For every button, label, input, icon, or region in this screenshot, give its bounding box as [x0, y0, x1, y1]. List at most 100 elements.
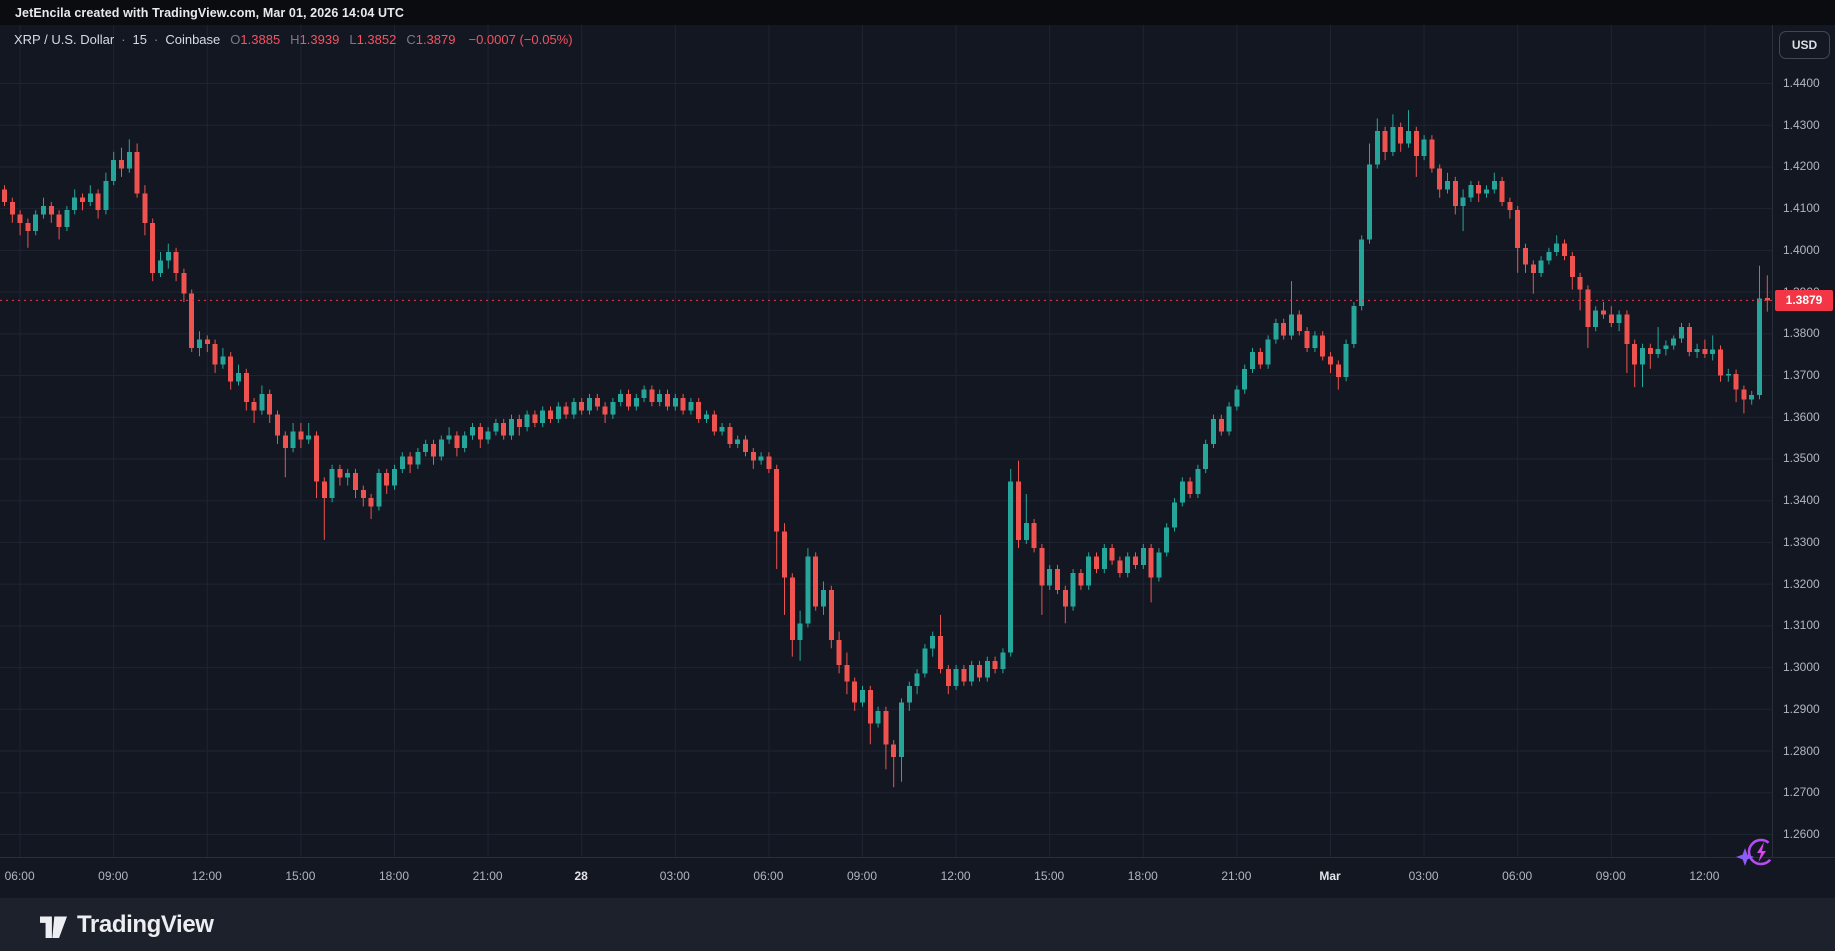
- candle-body: [813, 556, 819, 607]
- candle-body: [1608, 314, 1614, 323]
- candle-body: [1382, 130, 1388, 152]
- candle-body: [329, 468, 335, 499]
- candle-body: [945, 669, 951, 686]
- attribution-bar: JetEncila created with TradingView.com, …: [0, 0, 1835, 25]
- candle-body: [1476, 185, 1482, 194]
- candle-body: [782, 531, 787, 578]
- legend-separator: ·: [121, 32, 126, 47]
- candle-body: [704, 414, 709, 419]
- candle-body: [680, 397, 686, 411]
- price-axis-label: 1.3300: [1783, 534, 1820, 549]
- candle-body: [1749, 395, 1755, 400]
- grid-lines: [0, 25, 1772, 857]
- candle-body: [462, 435, 468, 449]
- candle-body: [1616, 314, 1622, 323]
- candle-body: [1663, 345, 1669, 349]
- legend-interval[interactable]: 15: [132, 32, 147, 47]
- candle-body: [1086, 556, 1092, 586]
- ohlc-low: L1.3852: [349, 32, 397, 47]
- candle-body: [25, 222, 31, 232]
- candle-body: [1273, 322, 1279, 340]
- candle-body: [633, 397, 639, 407]
- price-axis-label: 1.2700: [1783, 785, 1820, 800]
- candlestick-chart[interactable]: [0, 25, 1772, 857]
- candle-body: [415, 452, 421, 465]
- candle-body: [306, 435, 312, 440]
- candle-body: [1491, 181, 1497, 190]
- candle-body: [181, 272, 187, 294]
- candle-body: [719, 427, 725, 432]
- candle-body: [1499, 181, 1505, 202]
- candle-body: [1655, 348, 1661, 354]
- candle-body: [821, 589, 826, 607]
- time-axis-label: 06:00: [753, 869, 784, 883]
- candle-body: [672, 397, 678, 407]
- candle-body: [1250, 352, 1255, 369]
- candle-body: [1304, 331, 1310, 348]
- candle-body: [1710, 349, 1716, 354]
- change-value: −0.0007 (−0.05%): [468, 32, 573, 47]
- candle-body: [282, 435, 288, 449]
- candle-body: [454, 435, 460, 449]
- candle-body: [548, 410, 553, 419]
- candle-body: [298, 431, 304, 440]
- candle-body: [860, 690, 865, 703]
- candle-body: [1359, 239, 1365, 307]
- price-axis-label: 1.4000: [1783, 242, 1820, 257]
- candle-body: [267, 393, 273, 415]
- candle-body: [867, 690, 873, 724]
- brand-text: TradingView: [77, 910, 214, 938]
- time-axis-label: 06:00: [4, 869, 35, 883]
- price-axis-label: 1.3000: [1783, 660, 1820, 675]
- candle-body: [165, 251, 171, 261]
- time-axis[interactable]: 06:00 09:00 12:00 15:00 18:00 21:00 28 03:00 06:…: [0, 857, 1835, 899]
- time-axis-label: 15:00: [1034, 869, 1065, 883]
- price-axis-label: 1.4200: [1783, 159, 1820, 174]
- price-axis-label: 1.3200: [1783, 576, 1820, 591]
- candle-body: [774, 468, 780, 532]
- candle-body: [1055, 569, 1060, 590]
- candle-body: [1125, 556, 1131, 574]
- candle-body: [423, 443, 429, 453]
- candle-body: [1390, 126, 1396, 152]
- candle-body: [1507, 201, 1513, 211]
- candle-body: [618, 393, 624, 403]
- candle-body: [1554, 243, 1560, 252]
- candle-body: [1593, 310, 1599, 328]
- candle-body: [1429, 139, 1435, 169]
- candle-body: [1624, 314, 1630, 344]
- candle-body: [1000, 652, 1006, 670]
- candle-body: [828, 589, 834, 640]
- candle-body: [1686, 327, 1692, 353]
- candle-body: [649, 389, 655, 403]
- candle-body: [1101, 548, 1107, 570]
- candle-body: [906, 685, 912, 703]
- candle-body: [431, 443, 436, 457]
- price-axis[interactable]: 1.3879 1.4400 1.4300 1.4200 1.4100 1.4000 1.3…: [1772, 25, 1835, 857]
- candle-body: [875, 710, 881, 724]
- candle-body: [376, 473, 382, 507]
- currency-button[interactable]: USD: [1779, 31, 1830, 59]
- ohlc-open: O1.3885: [230, 32, 281, 47]
- ohlc-high: H1.3939: [290, 32, 340, 47]
- candle-body: [2, 189, 7, 202]
- candle-body: [243, 372, 249, 403]
- time-axis-label: 28: [574, 869, 588, 883]
- legend: XRP / U.S. Dollar · 15 · Coinbase O1.388…: [14, 32, 573, 47]
- candle-body: [228, 356, 234, 382]
- candle-body: [1406, 130, 1411, 144]
- candle-body: [735, 439, 741, 444]
- time-axis-label: 06:00: [1502, 869, 1533, 883]
- candle-body: [1445, 181, 1450, 190]
- candle-body: [1078, 573, 1084, 586]
- candle-body: [1421, 139, 1427, 157]
- tradingview-logo[interactable]: TradingView: [40, 911, 214, 939]
- candle-body: [1523, 247, 1528, 265]
- candle-body: [1468, 185, 1474, 198]
- time-axis-label: 09:00: [98, 869, 129, 883]
- candle-body: [1140, 548, 1146, 565]
- candle-body: [1460, 197, 1466, 207]
- symbol-title[interactable]: XRP / U.S. Dollar: [14, 32, 115, 47]
- candle-body: [844, 664, 850, 682]
